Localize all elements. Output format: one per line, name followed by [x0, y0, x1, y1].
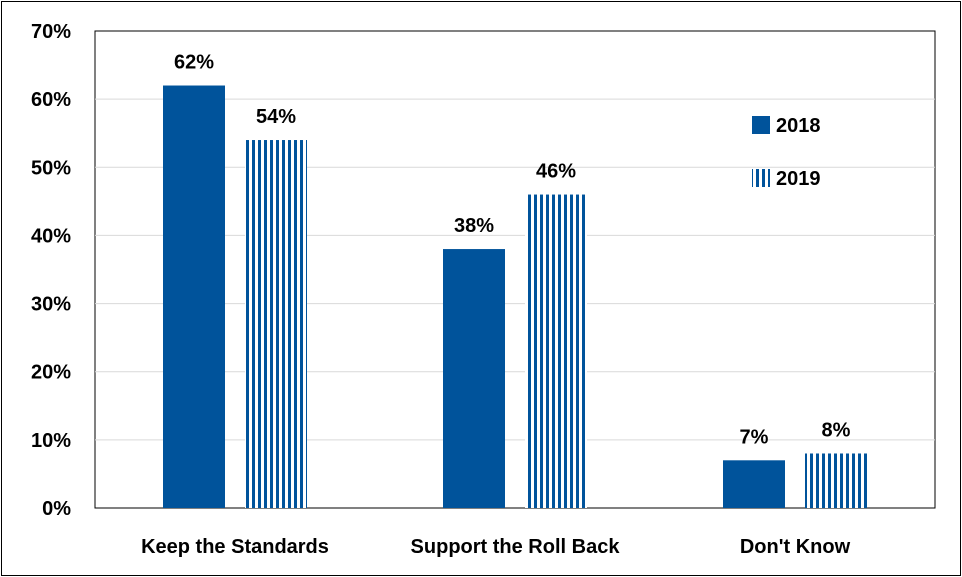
gridlines: [94, 30, 936, 509]
bar-2018: [723, 460, 785, 508]
bars: [163, 85, 867, 509]
data-label: 7%: [740, 426, 769, 448]
bar-2019: [525, 194, 587, 509]
y-tick-label: 30%: [31, 294, 71, 316]
bar-2018: [443, 249, 505, 509]
data-label: 62%: [174, 52, 214, 74]
data-label: 38%: [454, 215, 494, 237]
legend-label: 2018: [776, 115, 821, 137]
y-tick-label: 40%: [31, 225, 71, 247]
category-label: Don't Know: [740, 536, 851, 558]
data-label: 46%: [536, 161, 576, 183]
y-tick-label: 70%: [31, 21, 71, 43]
bar-2019: [245, 140, 307, 508]
y-tick-label: 20%: [31, 362, 71, 384]
category-label: Keep the Standards: [141, 536, 329, 558]
y-axis: 0% 10% 20% 30% 40% 50% 60% 70%: [31, 21, 71, 520]
data-labels: 62% 54% 38% 46% 7% 8%: [174, 52, 851, 449]
y-tick-label: 50%: [31, 157, 71, 179]
plot-area: [94, 30, 936, 509]
y-tick-label: 0%: [42, 498, 71, 520]
data-label: 54%: [256, 106, 296, 128]
y-tick-label: 60%: [31, 89, 71, 111]
bar-2018: [163, 85, 225, 508]
y-tick-label: 10%: [31, 430, 71, 452]
x-axis: Keep the Standards Support the Roll Back D…: [141, 536, 850, 558]
legend: 2018 2019: [752, 115, 821, 190]
data-label: 8%: [822, 419, 851, 441]
category-label: Support the Roll Back: [411, 536, 621, 558]
legend-swatch-2019: [752, 169, 770, 187]
legend-label: 2019: [776, 168, 821, 190]
bar-2019: [805, 453, 867, 508]
legend-swatch-2018: [752, 116, 770, 134]
